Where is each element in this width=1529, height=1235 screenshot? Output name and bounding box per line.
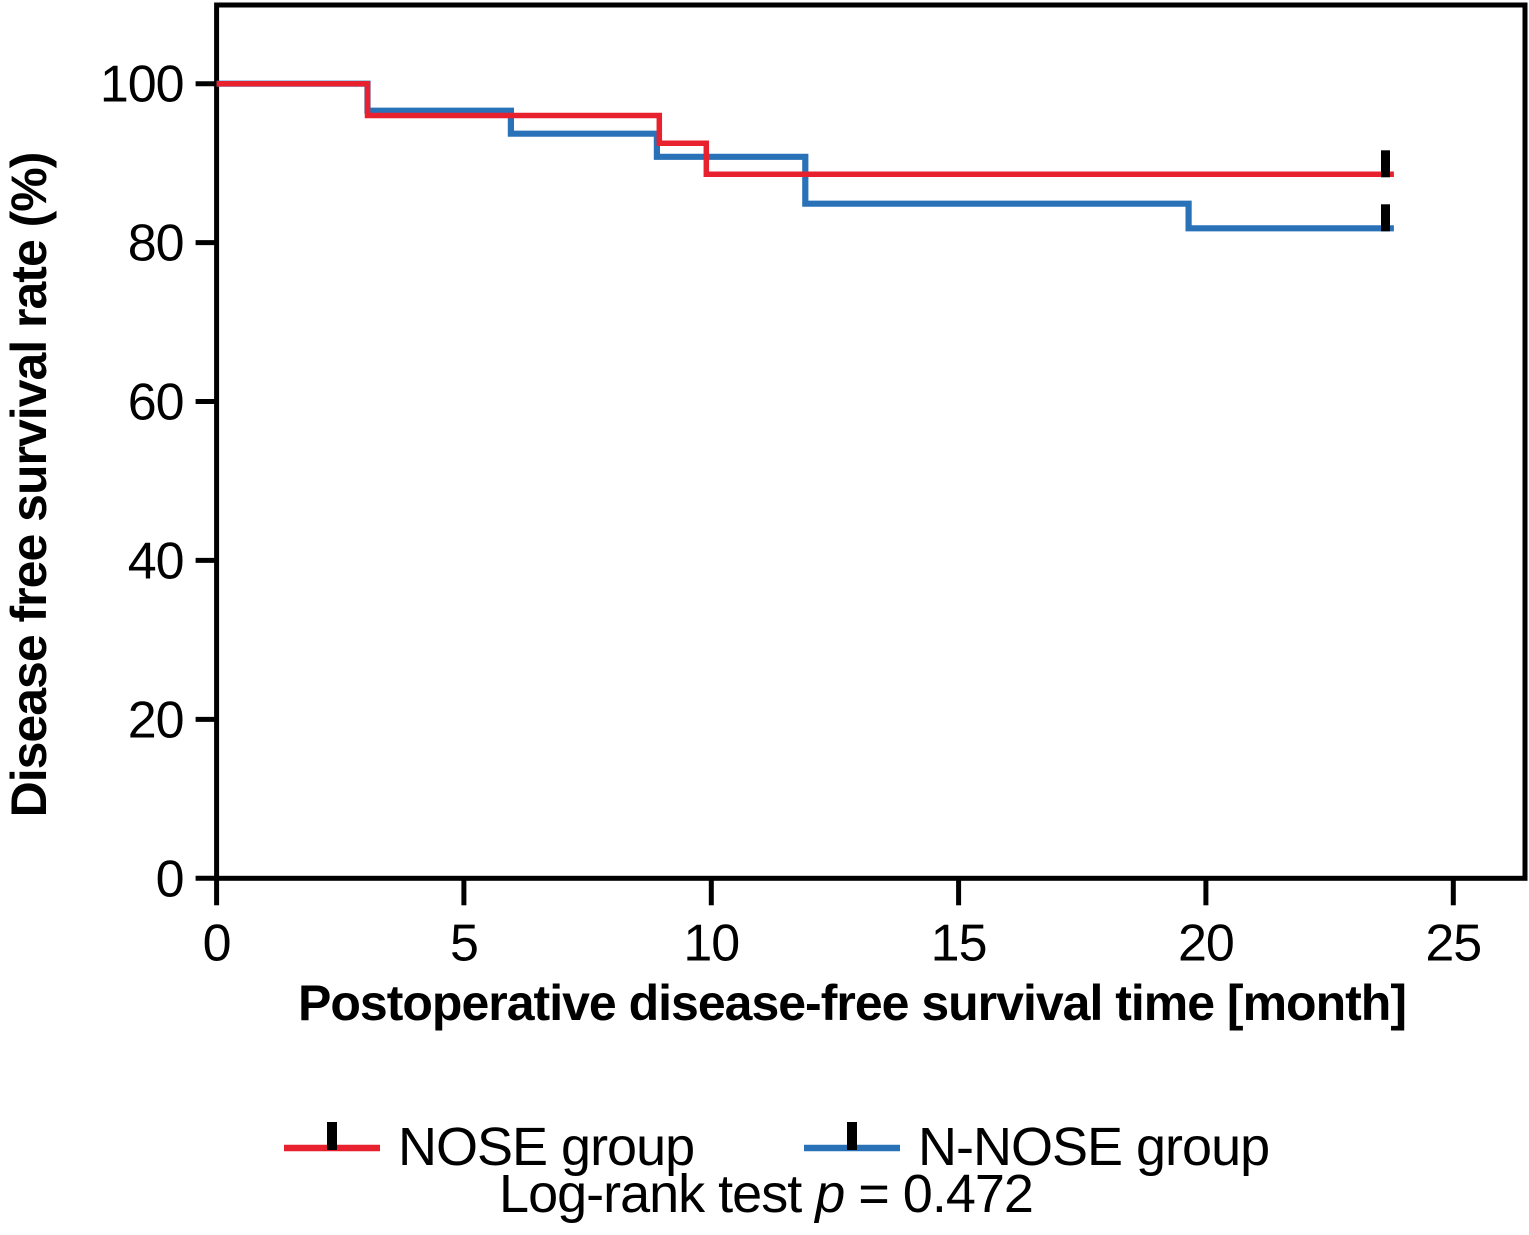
survival-curves-layer	[216, 80, 1394, 232]
x-tick-label: 15	[931, 914, 987, 972]
censor-mark	[1381, 204, 1390, 232]
plot-frame-layer: 0 5 10 15 20 25 0 20 40 60 80 100	[100, 2, 1528, 972]
logrank-annotation: Log-rank test p = 0.472	[499, 1164, 1033, 1224]
legend-label: N-NOSE group	[918, 1117, 1269, 1177]
legend-label: NOSE group	[398, 1117, 694, 1177]
survival-curve-n-nose-group	[216, 80, 1394, 232]
y-tick-label: 60	[128, 374, 184, 432]
y-tick-label: 100	[100, 56, 184, 114]
censor-mark	[1381, 150, 1390, 178]
y-axis-title: Disease free survival rate (%)	[1, 153, 57, 818]
x-tick-label: 25	[1425, 914, 1481, 972]
y-tick-label: 80	[128, 215, 184, 273]
x-tick-label: 10	[683, 914, 739, 972]
x-tick-label: 5	[450, 914, 478, 972]
x-tick-label: 20	[1178, 914, 1234, 972]
y-tick-label: 20	[128, 691, 184, 749]
survival-curve-nose-group	[216, 80, 1394, 178]
y-tick-label: 0	[156, 850, 184, 908]
legend: NOSE group N-NOSE group	[284, 1117, 1270, 1177]
legend-censor-tick	[327, 1122, 337, 1150]
logrank-p-symbol: p	[813, 1164, 844, 1224]
plot-frame	[214, 2, 1528, 881]
y-tick-label: 40	[128, 532, 184, 590]
logrank-text-suffix: = 0.472	[844, 1164, 1033, 1224]
logrank-text-prefix: Log-rank test	[499, 1164, 815, 1224]
x-axis-title: Postoperative disease-free survival time…	[298, 975, 1406, 1031]
x-tick-label: 0	[203, 914, 231, 972]
legend-censor-tick	[847, 1122, 857, 1150]
